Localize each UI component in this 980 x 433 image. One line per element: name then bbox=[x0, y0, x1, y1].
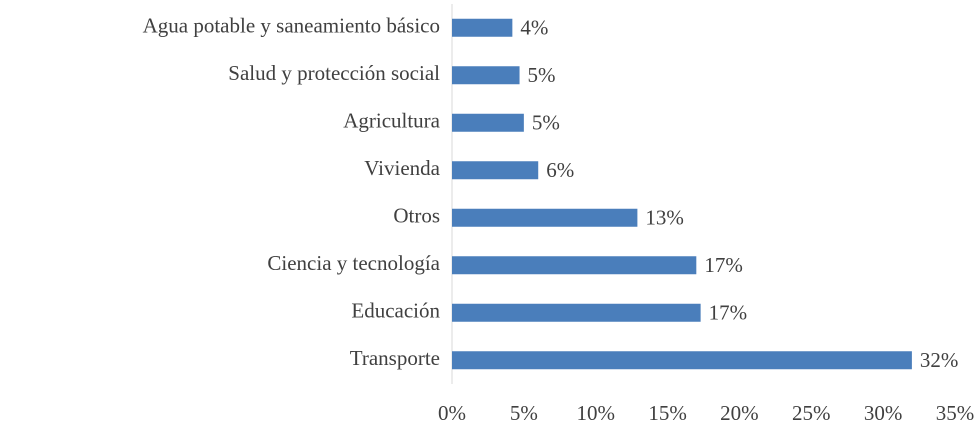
value-label: 6% bbox=[546, 158, 574, 182]
bar bbox=[452, 256, 697, 275]
y-tick-label: Salud y protección social bbox=[228, 61, 440, 85]
value-label: 5% bbox=[532, 111, 560, 135]
bar bbox=[452, 66, 520, 85]
bar bbox=[452, 303, 701, 322]
y-tick-label: Educación bbox=[351, 299, 440, 323]
bar bbox=[452, 208, 638, 227]
y-tick-label: Agricultura bbox=[343, 109, 440, 133]
value-label: 17% bbox=[709, 301, 748, 325]
x-tick-label: 30% bbox=[864, 401, 903, 425]
value-label: 5% bbox=[528, 63, 556, 87]
value-label: 32% bbox=[920, 348, 959, 372]
y-tick-label: Transporte bbox=[350, 346, 440, 370]
bar bbox=[452, 18, 513, 37]
x-tick-label: 10% bbox=[576, 401, 615, 425]
y-tick-label: Otros bbox=[393, 204, 440, 228]
y-tick-label: Agua potable y saneamiento básico bbox=[143, 14, 440, 38]
value-label: 17% bbox=[704, 253, 743, 277]
bar bbox=[452, 113, 524, 132]
x-tick-label: 0% bbox=[438, 401, 466, 425]
x-tick-label: 15% bbox=[648, 401, 687, 425]
y-tick-label: Vivienda bbox=[364, 156, 440, 180]
x-tick-label: 5% bbox=[510, 401, 538, 425]
bar bbox=[452, 351, 912, 370]
bar bbox=[452, 161, 539, 180]
x-tick-label: 35% bbox=[936, 401, 975, 425]
x-tick-label: 25% bbox=[792, 401, 831, 425]
value-label: 4% bbox=[520, 16, 548, 40]
y-tick-label: Ciencia y tecnología bbox=[267, 251, 440, 275]
value-label: 13% bbox=[645, 206, 684, 230]
x-tick-label: 20% bbox=[720, 401, 759, 425]
